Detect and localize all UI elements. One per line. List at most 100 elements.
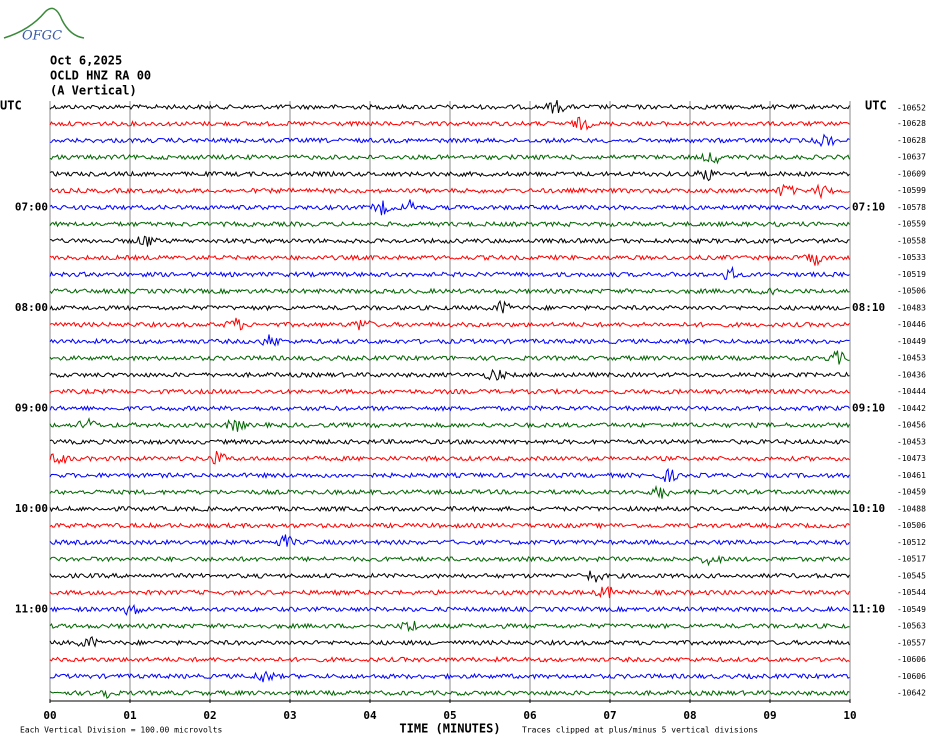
trace — [49, 484, 850, 499]
trace-offset: -10461 — [897, 471, 926, 480]
trace — [49, 253, 850, 267]
time-label: 11:00 — [15, 602, 48, 615]
trace — [49, 317, 850, 331]
trace — [49, 505, 850, 513]
trace-offset: -10436 — [897, 370, 926, 379]
trace — [49, 570, 850, 583]
trace — [49, 620, 850, 633]
trace-offset: -10652 — [897, 104, 926, 113]
trace — [49, 265, 850, 280]
x-tick-label: 00 — [43, 709, 56, 722]
trace — [49, 438, 850, 446]
trace-offset: -10558 — [897, 236, 926, 245]
time-label: 08:10 — [852, 301, 885, 314]
title-line: OCLD HNZ RA 00 — [50, 69, 151, 83]
trace-offset: -10557 — [897, 638, 926, 647]
time-label: 10:10 — [852, 502, 885, 515]
trace-offset: -10453 — [897, 354, 926, 363]
trace — [49, 417, 850, 432]
trace-offset: -10549 — [897, 605, 926, 614]
trace-offset: -10609 — [897, 169, 926, 178]
footnote: Traces clipped at plus/minus 5 vertical … — [522, 726, 758, 735]
trace — [49, 450, 850, 465]
trace — [49, 603, 850, 616]
trace-offset: -10642 — [897, 689, 926, 698]
trace-offset: -10512 — [897, 538, 926, 547]
trace — [49, 554, 850, 567]
title-line: Oct 6,2025 — [50, 54, 122, 68]
trace — [49, 522, 850, 530]
trace — [49, 689, 850, 699]
trace-offset: -10606 — [897, 672, 926, 681]
trace — [49, 585, 850, 599]
trace — [49, 152, 850, 165]
trace-offset: -10506 — [897, 521, 926, 530]
time-label: 07:10 — [852, 200, 885, 213]
x-tick-label: 01 — [123, 709, 137, 722]
trace-offset: -10637 — [897, 153, 926, 162]
trace — [49, 299, 850, 314]
trace — [49, 220, 850, 228]
trace — [49, 534, 850, 547]
time-label: 11:10 — [852, 602, 885, 615]
left-unit: UTC — [0, 99, 22, 113]
trace — [49, 670, 850, 683]
time-label: 07:00 — [15, 200, 48, 213]
trace — [49, 235, 850, 247]
trace-offset: -10517 — [897, 555, 926, 564]
trace-offset: -10473 — [897, 454, 926, 463]
trace-offset: -10456 — [897, 421, 926, 430]
trace-offset: -10559 — [897, 220, 926, 229]
title-line: (A Vertical) — [50, 84, 137, 98]
footnote: Each Vertical Division = 100.00 microvol… — [20, 726, 222, 735]
time-label: 09:10 — [852, 401, 885, 414]
trace — [49, 287, 850, 296]
x-tick-label: 10 — [843, 709, 856, 722]
x-tick-label: 05 — [443, 709, 456, 722]
trace-offset: -10533 — [897, 253, 926, 262]
trace-offset: -10488 — [897, 504, 926, 513]
trace-offset: -10545 — [897, 571, 926, 580]
trace — [49, 405, 850, 412]
x-tick-label: 07 — [603, 709, 616, 722]
trace-offset: -10628 — [897, 119, 926, 128]
trace-offset: -10459 — [897, 488, 926, 497]
x-tick-label: 04 — [363, 709, 377, 722]
time-label: 10:00 — [15, 502, 48, 515]
trace — [49, 116, 850, 131]
trace-offset: -10599 — [897, 186, 926, 195]
trace-offset: -10446 — [897, 320, 926, 329]
trace-offset: -10506 — [897, 287, 926, 296]
logo: OFGC — [22, 29, 62, 44]
x-tick-label: 09 — [763, 709, 776, 722]
trace — [49, 350, 850, 365]
right-unit: UTC — [865, 99, 887, 113]
logo-curve — [3, 7, 85, 39]
time-label: 09:00 — [15, 401, 48, 414]
trace-offset: -10628 — [897, 136, 926, 145]
time-label: 08:00 — [15, 301, 48, 314]
trace — [49, 467, 850, 483]
trace-offset: -10606 — [897, 655, 926, 664]
trace — [49, 334, 850, 347]
trace-offset: -10444 — [897, 387, 926, 396]
trace — [49, 368, 850, 381]
x-tick-label: 06 — [523, 709, 537, 722]
x-tick-label: 02 — [203, 709, 216, 722]
x-tick-label: 03 — [283, 709, 296, 722]
trace — [49, 183, 850, 200]
trace-offset: -10544 — [897, 588, 926, 597]
trace — [49, 387, 850, 395]
x-tick-label: 08 — [683, 709, 696, 722]
trace — [49, 99, 850, 114]
trace-offset: -10563 — [897, 622, 926, 631]
trace — [49, 133, 850, 148]
trace-offset: -10483 — [897, 303, 926, 312]
trace-offset: -10442 — [897, 404, 926, 413]
trace-offset: -10578 — [897, 203, 926, 212]
trace — [49, 636, 850, 648]
trace-offset: -10519 — [897, 270, 926, 279]
trace-offset: -10453 — [897, 437, 926, 446]
x-axis-label: TIME (MINUTES) — [399, 722, 500, 736]
